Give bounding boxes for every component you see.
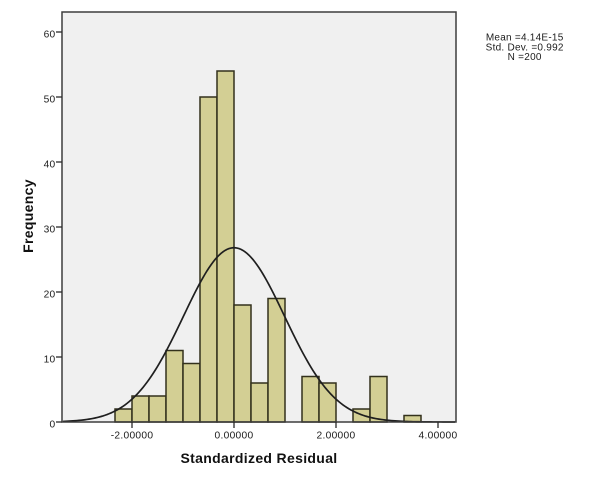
svg-text:2.00000: 2.00000	[317, 431, 356, 442]
svg-text:30: 30	[44, 224, 56, 235]
svg-text:60: 60	[44, 29, 56, 40]
svg-text:40: 40	[44, 159, 56, 170]
svg-text:0.00000: 0.00000	[215, 431, 254, 442]
svg-text:Frequency: Frequency	[20, 179, 36, 253]
svg-text:Mean =4.14E-15: Mean =4.14E-15	[486, 32, 564, 43]
svg-text:-2.00000: -2.00000	[111, 431, 154, 442]
svg-text:0: 0	[50, 419, 56, 430]
svg-text:50: 50	[44, 94, 56, 105]
svg-text:N =200: N =200	[508, 52, 542, 63]
svg-text:4.00000: 4.00000	[419, 431, 458, 442]
svg-text:Std. Dev. =0.992: Std. Dev. =0.992	[486, 42, 564, 53]
svg-text:Standardized Residual: Standardized Residual	[180, 450, 337, 466]
svg-text:10: 10	[44, 354, 56, 365]
svg-text:20: 20	[44, 289, 56, 300]
